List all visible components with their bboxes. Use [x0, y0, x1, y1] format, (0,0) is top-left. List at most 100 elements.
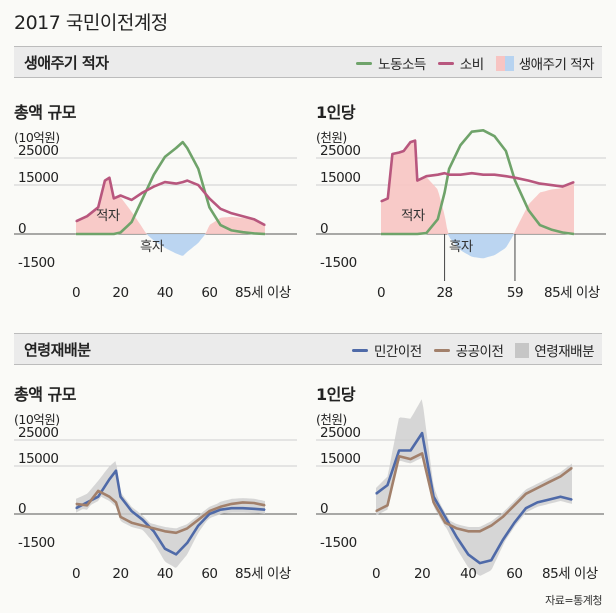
data-point-0-1-12 [182, 181, 184, 183]
legend-item-lifecycle-deficit: 생애주기 적자 [495, 53, 595, 73]
data-point-1-0-15 [493, 135, 496, 137]
data-point-1-1-9 [437, 174, 439, 176]
legend-label-consumption: 소비 [459, 57, 484, 73]
data-point-1-0-8 [425, 232, 427, 234]
legend-swatch-reallocation [515, 342, 530, 358]
data-point-2-0-2 [97, 496, 99, 498]
data-point-1-0-18 [528, 209, 530, 211]
x-tick-label-1-1: 28 [436, 285, 452, 301]
data-point-2-0-5 [119, 496, 122, 498]
data-point-1-1-0 [380, 200, 382, 202]
data-point-3-0-12 [513, 522, 516, 524]
data-point-0-1-16 [219, 208, 222, 210]
data-point-1-0-11 [448, 168, 450, 170]
data-point-3-0-2 [398, 449, 400, 452]
data-point-2-0-6 [131, 510, 133, 512]
chart-ylabel-2: (10억원) [14, 412, 60, 427]
data-point-2-1-1 [86, 504, 88, 506]
data-point-2-1-4 [115, 501, 117, 503]
data-point-0-0-4 [108, 233, 110, 235]
x-tick-label-0-2: 40 [157, 285, 173, 301]
data-point-1-1-2 [391, 153, 393, 155]
data-point-2-0-7 [142, 519, 144, 521]
data-point-1-1-6 [414, 140, 416, 142]
y-tick-label-3-1: 15000 [320, 451, 360, 467]
data-point-0-1-8 [142, 191, 144, 194]
data-point-1-1-10 [444, 172, 446, 174]
data-point-3-1-0 [375, 510, 377, 512]
reallocation-area-3 [376, 399, 572, 576]
data-point-1-1-20 [550, 184, 552, 186]
data-point-3-1-6 [444, 522, 446, 524]
data-point-2-1-16 [242, 501, 244, 503]
chart-ylabel-0: (10억원) [14, 130, 60, 145]
data-point-3-0-8 [467, 553, 469, 556]
x-tick-label-1-2: 59 [507, 285, 523, 301]
data-point-1-1-22 [573, 181, 575, 183]
data-point-2-1-5 [119, 516, 122, 518]
y-tick-label-0-0: 25000 [18, 143, 58, 159]
legend-item-public-transfer: 공공이전 [433, 340, 504, 360]
data-point-0-0-10 [164, 156, 166, 158]
data-point-1-0-21 [562, 231, 564, 234]
x-tick-label-2-0: 0 [72, 566, 80, 582]
data-point-3-0-9 [479, 562, 481, 564]
data-point-3-1-11 [502, 516, 504, 518]
data-point-1-1-18 [528, 180, 530, 182]
data-point-1-1-3 [398, 151, 400, 154]
surplus-area-1 [381, 234, 574, 259]
data-point-1-0-10 [444, 191, 446, 194]
data-point-2-1-3 [108, 496, 110, 498]
data-point-2-0-12 [197, 525, 199, 527]
data-point-1-0-5 [409, 233, 412, 235]
data-point-2-0-18 [264, 509, 266, 511]
data-point-2-0-8 [153, 530, 155, 532]
data-point-0-0-11 [175, 147, 177, 149]
legend-swatch-deficit [495, 55, 505, 71]
data-point-3-0-4 [421, 432, 423, 434]
x-tick-label-3-4: 85세 이상 [542, 566, 598, 582]
x-tick-label-1-0: 0 [377, 285, 385, 301]
legend-swatch-consumption [437, 61, 454, 65]
page-title: 2017 국민이전계정 [14, 12, 168, 34]
data-point-0-0-16 [219, 224, 222, 226]
data-point-3-0-7 [456, 536, 458, 538]
data-point-1-1-16 [505, 175, 507, 177]
data-point-1-1-15 [493, 174, 496, 176]
x-tick-label-2-2: 40 [157, 566, 173, 582]
data-point-3-1-4 [421, 452, 423, 454]
data-point-2-1-13 [208, 510, 210, 512]
data-point-0-0-2 [97, 233, 99, 235]
data-point-0-1-13 [186, 180, 188, 182]
data-point-0-0-17 [231, 229, 233, 231]
chart-ylabel-3: (천원) [316, 412, 347, 427]
x-tick-label-1-3: 85세 이상 [544, 285, 600, 301]
data-point-1-1-11 [448, 174, 450, 176]
data-point-2-0-0 [75, 507, 77, 509]
annotation-deficit-1: 적자 [401, 208, 426, 224]
data-point-3-1-13 [525, 493, 527, 495]
data-point-0-1-20 [264, 224, 266, 226]
data-point-2-1-14 [219, 506, 222, 508]
data-point-0-1-1 [86, 215, 88, 217]
data-point-0-1-7 [131, 199, 133, 201]
legend-label-labor: 노동소득 [378, 57, 426, 73]
data-point-1-0-7 [416, 233, 418, 235]
x-tick-label-0-4: 85세 이상 [235, 285, 291, 301]
data-point-3-0-3 [410, 449, 412, 452]
chart-ylabel-1: (천원) [316, 130, 347, 145]
data-point-2-0-11 [186, 542, 188, 544]
surplus-area-0 [76, 234, 265, 256]
data-point-1-0-17 [514, 180, 516, 182]
data-point-2-0-3 [108, 478, 110, 480]
data-point-1-0-12 [459, 144, 462, 146]
y-tick-label-1-0: 25000 [320, 143, 360, 159]
data-point-0-1-19 [253, 218, 255, 220]
annotation-surplus-0: 흑자 [140, 239, 165, 255]
legend-label-lifecycle-deficit: 생애주기 적자 [518, 57, 595, 73]
data-point-2-0-1 [86, 501, 88, 503]
reallocation-area-2 [76, 461, 265, 568]
legend-swatch-labor [356, 61, 373, 65]
data-point-0-1-11 [175, 183, 177, 185]
y-tick-label-2-1: 15000 [18, 451, 58, 467]
